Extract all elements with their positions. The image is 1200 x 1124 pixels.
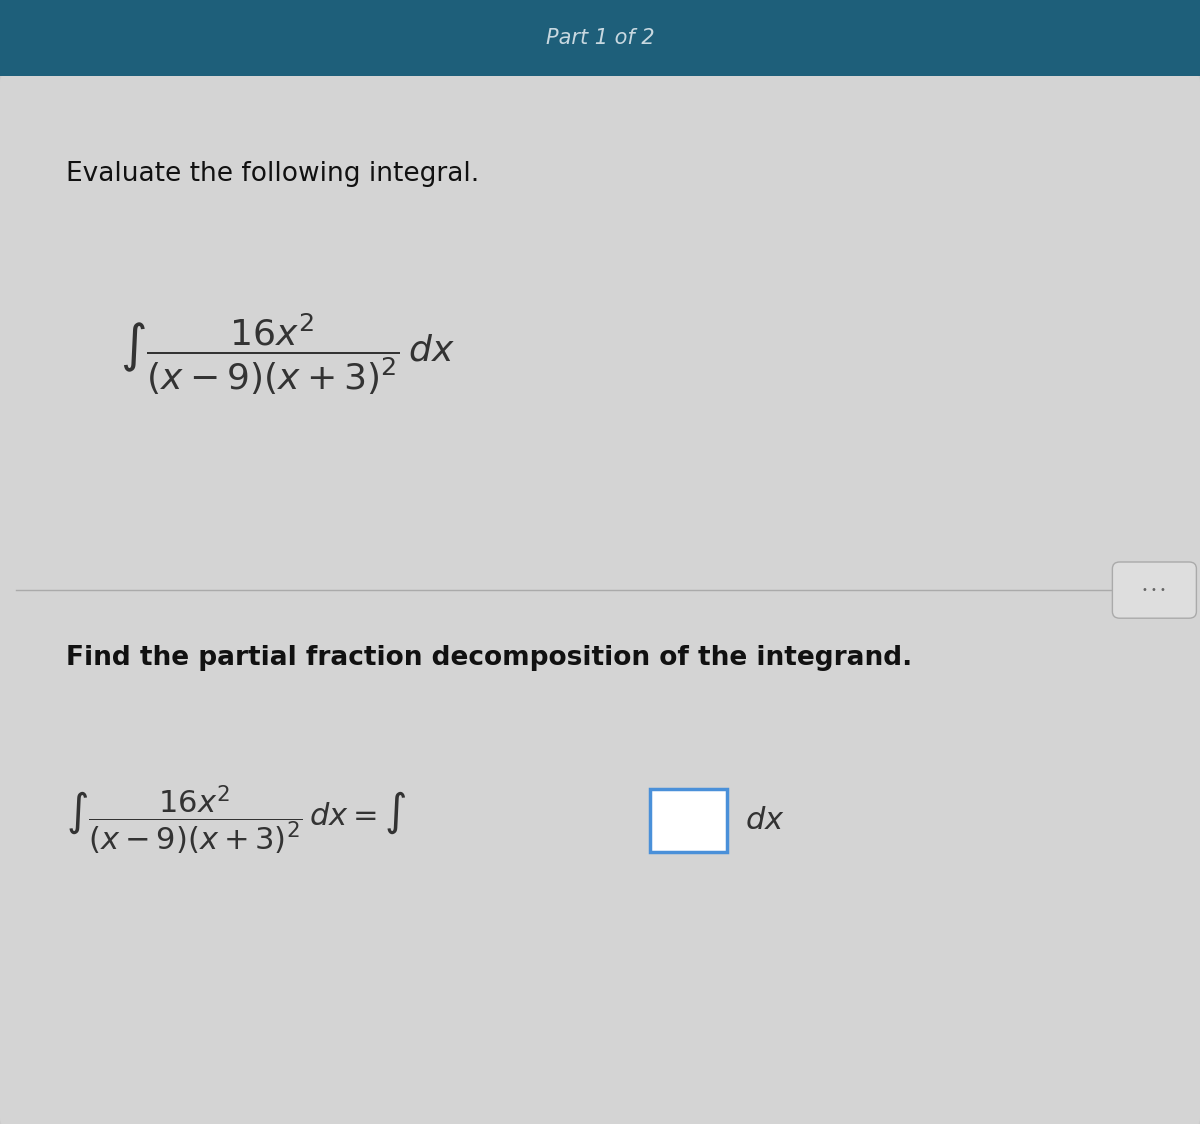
Text: $\int \dfrac{16x^2}{(x-9)(x+3)^2}\,dx = \int$: $\int \dfrac{16x^2}{(x-9)(x+3)^2}\,dx = … [66, 783, 407, 858]
Text: Evaluate the following integral.: Evaluate the following integral. [66, 161, 479, 188]
Text: $dx$: $dx$ [745, 806, 785, 835]
FancyBboxPatch shape [0, 0, 1200, 76]
FancyBboxPatch shape [650, 789, 727, 852]
FancyBboxPatch shape [1112, 562, 1196, 618]
Text: • • •: • • • [1142, 586, 1166, 595]
FancyBboxPatch shape [0, 73, 1200, 1124]
Text: Part 1 of 2: Part 1 of 2 [546, 28, 654, 48]
Text: $\int \dfrac{16x^2}{(x-9)(x+3)^2}\,dx$: $\int \dfrac{16x^2}{(x-9)(x+3)^2}\,dx$ [120, 311, 455, 397]
Text: Find the partial fraction decomposition of the integrand.: Find the partial fraction decomposition … [66, 644, 912, 671]
